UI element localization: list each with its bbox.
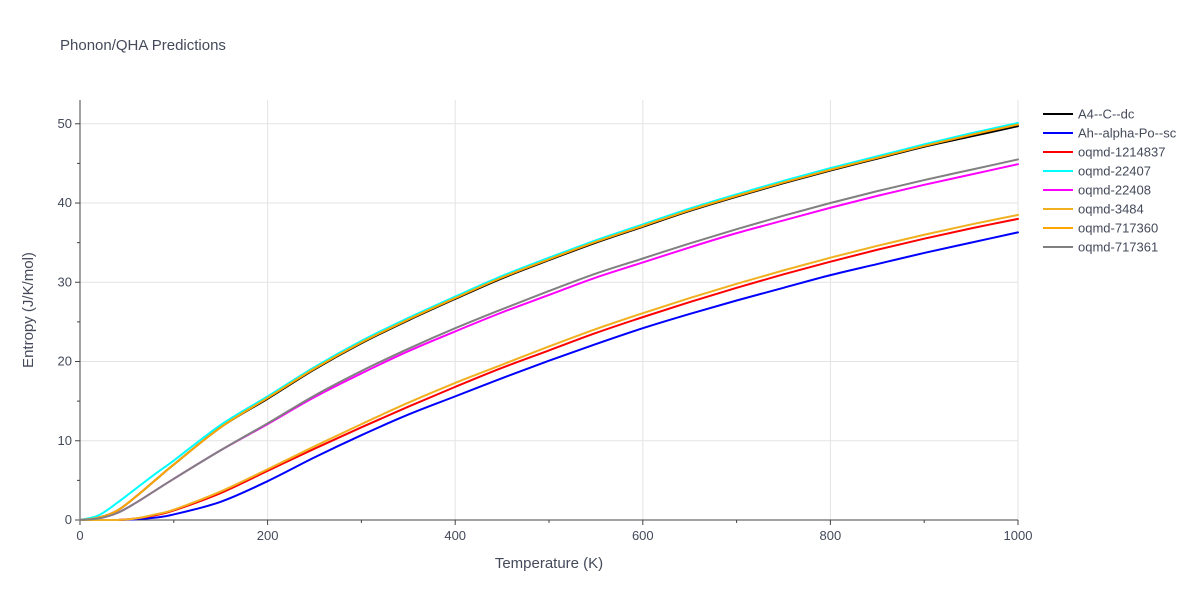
y-tick-label: 50 xyxy=(58,116,72,131)
legend-label: oqmd-1214837 xyxy=(1078,145,1165,160)
y-tick-label: 40 xyxy=(58,195,72,210)
x-tick-label: 0 xyxy=(76,528,83,543)
legend-label: oqmd-717361 xyxy=(1078,240,1158,255)
legend[interactable]: A4--C--dc Ah--alpha-Po--sc oqmd-1214837 oqm… xyxy=(1043,107,1177,255)
legend-item[interactable]: oqmd-717360 xyxy=(1043,221,1158,236)
y-tick-label: 30 xyxy=(58,274,72,289)
x-tick-label: 1000 xyxy=(1004,528,1033,543)
x-tick-label: 400 xyxy=(444,528,466,543)
series-line-oqmd-3484[interactable] xyxy=(79,213,1019,521)
series-line-oqmd-22407[interactable] xyxy=(79,121,1019,521)
x-tick-label: 800 xyxy=(820,528,842,543)
y-axis-title: Entropy (J/K/mol) xyxy=(20,252,37,368)
legend-item[interactable]: oqmd-3484 xyxy=(1043,202,1144,217)
legend-label: oqmd-717360 xyxy=(1078,221,1158,236)
series-line-oqmd-717361[interactable] xyxy=(79,158,1019,521)
legend-item[interactable]: oqmd-22407 xyxy=(1043,164,1151,179)
x-axis-title: Temperature (K) xyxy=(495,555,603,572)
legend-label: oqmd-3484 xyxy=(1078,202,1144,217)
series-lines xyxy=(79,121,1019,521)
legend-label: A4--C--dc xyxy=(1078,107,1135,122)
legend-item[interactable]: oqmd-1214837 xyxy=(1043,145,1165,160)
legend-label: oqmd-22407 xyxy=(1078,164,1151,179)
y-tick-label: 0 xyxy=(65,512,72,527)
y-tick-label: 10 xyxy=(58,433,72,448)
x-tick-label: 200 xyxy=(257,528,279,543)
chart-title: Phonon/QHA Predictions xyxy=(60,37,226,54)
legend-item[interactable]: A4--C--dc xyxy=(1043,107,1135,122)
legend-label: Ah--alpha-Po--sc xyxy=(1078,126,1177,141)
series-line-Ah--alpha-Po--sc[interactable] xyxy=(79,231,1019,521)
legend-item[interactable]: oqmd-22408 xyxy=(1043,183,1151,198)
series-line-A4--C--dc[interactable] xyxy=(79,125,1019,521)
series-line-oqmd-717360[interactable] xyxy=(79,123,1019,521)
legend-item[interactable]: Ah--alpha-Po--sc xyxy=(1043,126,1177,141)
y-tick-label: 20 xyxy=(58,354,72,369)
series-line-oqmd-22408[interactable] xyxy=(79,163,1019,521)
axes: 0 200 400 600 800 1000 0 10 20 30 40 50 xyxy=(58,100,1033,543)
legend-item[interactable]: oqmd-717361 xyxy=(1043,240,1158,255)
x-tick-label: 600 xyxy=(632,528,654,543)
legend-label: oqmd-22408 xyxy=(1078,183,1151,198)
grid xyxy=(80,100,1019,520)
